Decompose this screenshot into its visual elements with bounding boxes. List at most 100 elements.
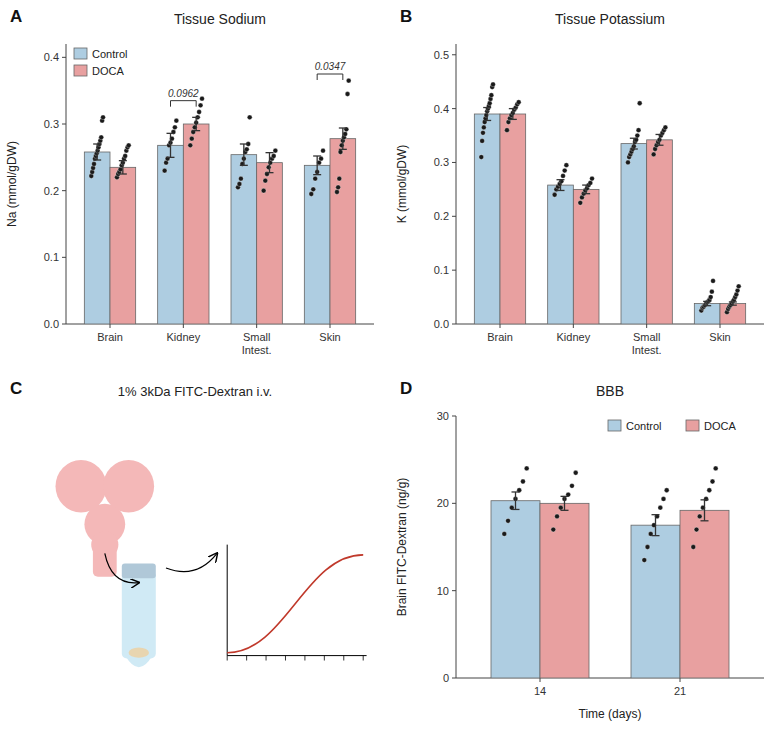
error-cap xyxy=(509,119,517,120)
error-cap xyxy=(119,173,127,174)
panel-label: A xyxy=(10,7,22,26)
x-tick xyxy=(500,324,501,328)
error-cap xyxy=(339,127,347,128)
x-tick-label: Kidney xyxy=(167,331,201,343)
data-point xyxy=(319,156,324,161)
data-point xyxy=(126,143,131,148)
x-tick-label: Skin xyxy=(319,331,340,343)
error-bar xyxy=(630,138,638,149)
sketch-tick xyxy=(324,656,325,661)
x-axis-label: Time (days) xyxy=(579,707,642,721)
plot-area xyxy=(84,74,355,324)
data-point xyxy=(564,163,569,168)
legend-swatch xyxy=(74,65,87,76)
bar xyxy=(257,163,283,324)
error-bar xyxy=(240,144,248,165)
sketch-axis xyxy=(227,655,366,656)
legend-swatch xyxy=(74,48,87,59)
data-point xyxy=(736,284,741,289)
data-point xyxy=(273,148,278,153)
error-stem xyxy=(487,108,488,121)
error-stem xyxy=(515,492,516,509)
bar xyxy=(110,167,136,324)
x-tick-label-line: Kidney xyxy=(557,331,591,343)
x-tick-label: SmallIntest. xyxy=(242,331,272,356)
error-cap xyxy=(119,160,127,161)
data-point xyxy=(481,125,486,130)
panel-label: D xyxy=(400,379,412,398)
error-bar xyxy=(339,128,347,149)
background xyxy=(0,0,780,744)
error-cap xyxy=(240,165,248,166)
error-bar xyxy=(119,161,127,174)
tube-cap xyxy=(122,564,156,579)
data-point xyxy=(263,178,268,183)
data-point xyxy=(198,103,203,108)
legend-swatch xyxy=(608,420,621,431)
brain xyxy=(56,460,107,513)
data-point xyxy=(188,143,193,148)
bar-panel: BBBD0102030Brain FITC-Dextran (ng/g)1421… xyxy=(395,379,764,721)
error-bar xyxy=(561,496,569,510)
y-tick-label: 20 xyxy=(437,497,449,509)
x-tick xyxy=(183,324,184,328)
arrow xyxy=(105,553,139,582)
x-tick-label: Brain xyxy=(487,331,513,343)
data-point xyxy=(309,192,314,197)
error-cap xyxy=(483,107,491,108)
y-tick xyxy=(452,108,456,109)
x-tick-label-line: Intest. xyxy=(632,344,662,356)
data-point xyxy=(516,100,521,105)
error-cap xyxy=(509,108,517,109)
bar xyxy=(304,165,330,324)
data-point xyxy=(570,483,575,488)
data-point xyxy=(346,78,351,83)
error-stem xyxy=(317,156,318,175)
bar xyxy=(680,510,729,678)
x-tick-label-line: Brain xyxy=(487,331,513,343)
data-point xyxy=(489,93,494,98)
data-point xyxy=(337,176,342,181)
y-tick-label: 10 xyxy=(437,585,449,597)
data-point xyxy=(479,155,484,160)
error-stem xyxy=(512,109,513,120)
error-cap xyxy=(266,172,274,173)
error-cap xyxy=(703,301,711,302)
x-tick xyxy=(330,324,331,328)
data-point xyxy=(521,479,526,484)
data-point xyxy=(645,545,650,550)
y-tick-label: 0.2 xyxy=(44,185,59,197)
error-stem xyxy=(586,185,587,194)
data-point xyxy=(266,165,271,170)
bar xyxy=(158,145,184,324)
error-cap xyxy=(656,134,664,135)
data-point xyxy=(197,110,202,115)
data-point xyxy=(637,101,642,106)
significance-bracket xyxy=(171,101,197,107)
data-point xyxy=(524,466,529,471)
data-point xyxy=(711,279,716,284)
data-point xyxy=(345,92,350,97)
error-bar xyxy=(509,109,517,120)
data-point xyxy=(626,160,631,165)
data-point xyxy=(697,514,702,519)
error-cap xyxy=(729,305,737,306)
significance-label: 0.0347 xyxy=(315,61,346,72)
y-tick xyxy=(452,503,456,504)
y-tick xyxy=(452,678,456,679)
x-tick-label-line: 14 xyxy=(534,685,546,697)
error-cap xyxy=(167,157,175,158)
data-point xyxy=(663,125,668,130)
sketch-tick xyxy=(343,656,344,661)
error-cap xyxy=(93,143,101,144)
error-bar xyxy=(313,156,321,175)
data-point xyxy=(694,527,699,532)
error-stem xyxy=(269,153,270,173)
error-cap xyxy=(313,155,321,156)
x-tick-label-line: Skin xyxy=(319,331,340,343)
chart-title: Tissue Sodium xyxy=(174,11,266,27)
error-cap xyxy=(512,509,520,510)
chart-title: BBB xyxy=(596,383,624,399)
data-point xyxy=(578,200,583,205)
error-bar xyxy=(557,180,565,191)
